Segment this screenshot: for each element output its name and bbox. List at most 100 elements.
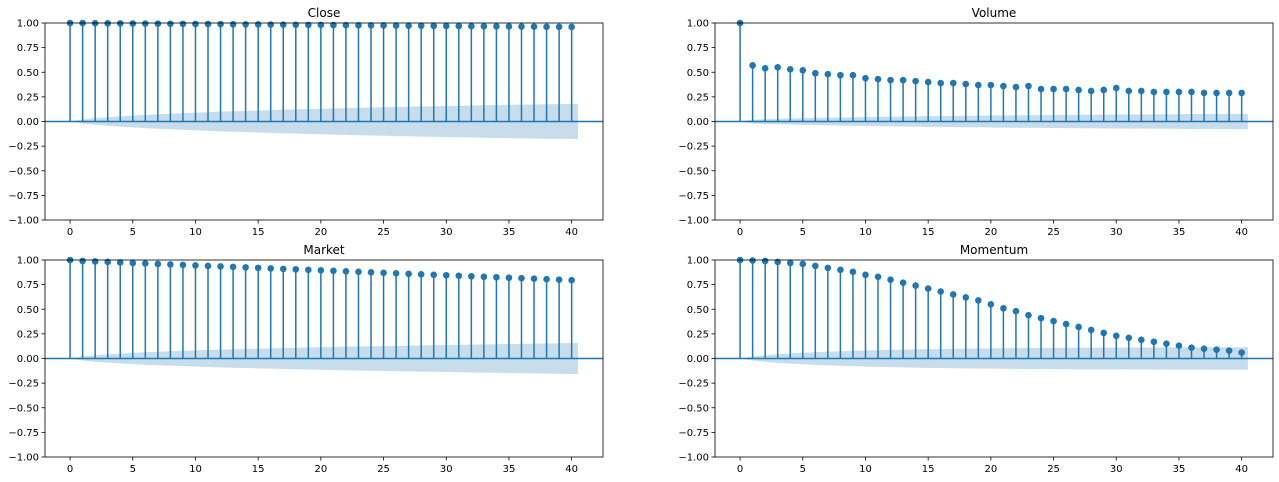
y-tick-label: −0.50	[678, 403, 709, 414]
acf-point	[1037, 314, 1045, 322]
acf-subplot-market: 0 5 10 15 20 25 30 35 40 −1.00 −0.75 −0.50 −0.25 0.00…	[8, 243, 604, 475]
acf-point	[1012, 307, 1020, 315]
acf-point	[430, 271, 438, 279]
y-tick-label: −1.00	[8, 453, 39, 464]
acf-point	[824, 264, 832, 272]
acf-point	[242, 264, 249, 271]
acf-point	[962, 294, 970, 301]
acf-point	[530, 275, 538, 283]
acf-point	[1200, 89, 1208, 97]
chart-title: Close	[308, 6, 341, 20]
acf-point	[1112, 84, 1120, 92]
acf-point	[480, 273, 488, 281]
acf-point	[543, 23, 550, 31]
acf-point	[1000, 304, 1007, 312]
acf-point	[937, 288, 945, 295]
acf-point	[1150, 88, 1158, 96]
acf-point	[749, 62, 756, 69]
x-tick-label: 5	[130, 464, 136, 475]
acf-point	[167, 20, 174, 28]
acf-point	[1188, 344, 1195, 351]
acf-point	[392, 22, 400, 29]
acf-point	[154, 20, 162, 27]
y-tick-label: −0.75	[678, 191, 709, 202]
y-tick-label: 0.50	[17, 68, 39, 79]
x-tick-label: 0	[737, 227, 743, 238]
acf-point	[1050, 317, 1057, 325]
acf-point	[874, 75, 882, 83]
acf-point	[518, 274, 525, 282]
acf-point	[405, 22, 412, 29]
acf-point	[167, 261, 174, 268]
acf-point	[355, 268, 362, 276]
acf-point	[405, 270, 412, 278]
x-tick-label: 10	[859, 227, 872, 238]
acf-point	[1100, 329, 1108, 337]
acf-point	[837, 266, 844, 274]
acf-point	[899, 279, 907, 286]
y-tick-label: −1.00	[678, 453, 709, 464]
y-tick-label: −0.50	[8, 403, 39, 414]
acf-point	[786, 259, 794, 267]
acf-point	[962, 80, 970, 88]
acf-point	[1075, 323, 1082, 331]
acf-point	[142, 20, 149, 27]
x-tick-label: 30	[440, 227, 453, 238]
acf-point	[192, 20, 199, 28]
x-tick-label: 0	[67, 464, 73, 475]
x-tick-label: 10	[189, 464, 202, 475]
acf-point	[887, 76, 894, 84]
acf-point	[1213, 346, 1220, 353]
x-tick-label: 25	[1047, 464, 1060, 475]
acf-point	[949, 79, 957, 87]
acf-point	[229, 263, 237, 271]
y-tick-label: 0.00	[17, 354, 39, 365]
acf-point	[442, 22, 450, 30]
acf-point	[1150, 338, 1158, 346]
acf-point	[812, 262, 819, 270]
x-tick-label: 25	[377, 227, 390, 238]
acf-point	[1163, 88, 1170, 96]
acf-point	[812, 69, 819, 77]
x-tick-label: 0	[67, 227, 73, 238]
acf-point	[505, 23, 513, 30]
acf-point	[217, 20, 224, 28]
acf-point	[142, 260, 149, 267]
x-tick-label: 20	[314, 227, 327, 238]
y-tick-label: −0.75	[8, 191, 39, 202]
acf-point	[254, 21, 262, 28]
y-tick-label: 0.25	[17, 92, 39, 103]
acf-point	[1138, 336, 1145, 344]
acf-point	[330, 267, 337, 275]
y-tick-label: −1.00	[678, 216, 709, 227]
acf-point	[749, 257, 756, 264]
acf-point	[1125, 334, 1133, 342]
acf-point	[568, 23, 575, 31]
acf-point	[279, 265, 287, 273]
y-tick-label: 0.00	[687, 117, 709, 128]
acf-point	[493, 23, 500, 30]
acf-point	[1062, 85, 1070, 93]
acf-point	[292, 266, 300, 273]
acf-subplot-momentum: 0 5 10 15 20 25 30 35 40 −1.00 −0.75 −0.50 −0.25 0.00…	[678, 243, 1274, 475]
acf-point	[874, 273, 882, 281]
y-tick-label: 0.75	[687, 43, 709, 54]
acf-point	[1037, 85, 1045, 93]
acf-point	[1100, 86, 1108, 94]
acf-point	[267, 265, 275, 272]
acf-point	[417, 270, 425, 278]
acf-point	[305, 21, 312, 29]
acf-point	[1163, 340, 1170, 348]
acf-point	[1087, 326, 1095, 334]
acf-point	[1025, 311, 1032, 319]
acf-point	[342, 21, 350, 29]
chart-title: Volume	[972, 6, 1017, 20]
acf-point	[468, 272, 475, 280]
acf-point	[530, 23, 538, 30]
acf-point	[317, 267, 325, 274]
x-tick-label: 15	[922, 227, 935, 238]
acf-point	[217, 263, 224, 270]
acf-subplot-volume: 0 5 10 15 20 25 30 35 40 −1.00 −0.75 −0.50 −0.25 0.00…	[678, 6, 1274, 238]
chart-title: Momentum	[960, 243, 1028, 257]
